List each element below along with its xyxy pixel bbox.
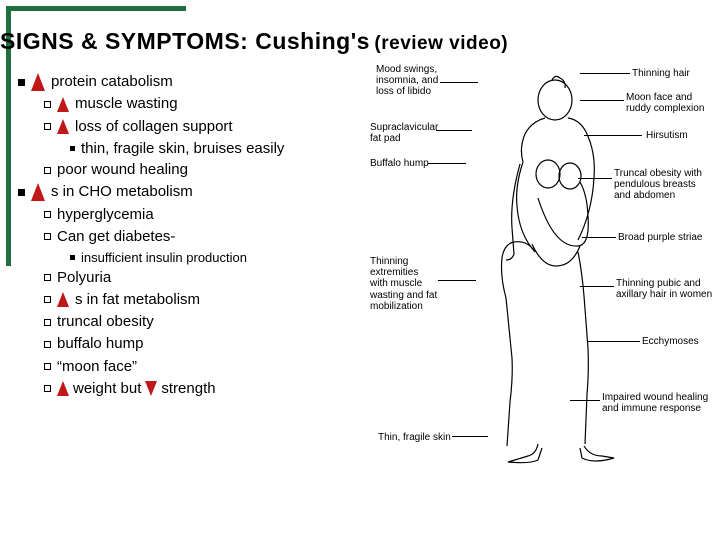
leader-line xyxy=(580,100,624,101)
arrow-up-icon xyxy=(57,381,69,396)
diagram-label: Moon face and ruddy complexion xyxy=(626,92,704,114)
diagram-label: Thinning pubic and axillary hair in wome… xyxy=(616,278,712,300)
diagram-label: Thinning hair xyxy=(632,68,690,79)
list-item: s in CHO metabolism xyxy=(12,182,352,202)
body-diagram: Mood swings, insomnia, and loss of libid… xyxy=(370,60,710,500)
list-item: buffalo hump xyxy=(12,334,352,354)
diagram-label: Supraclavicular fat pad xyxy=(370,122,438,144)
diagram-label: Thin, fragile skin xyxy=(378,432,451,443)
list-item: Can get diabetes- xyxy=(12,227,352,247)
list-item: poor wound healing xyxy=(12,160,352,180)
bullet-square-icon xyxy=(18,189,25,196)
list-item: loss of collagen support xyxy=(12,117,352,137)
arrow-up-icon xyxy=(31,183,45,201)
title-main: SIGNS & SYMPTOMS: Cushing's xyxy=(0,28,370,54)
bullet-list: protein catabolism muscle wasting loss o… xyxy=(12,72,352,401)
item-text: thin, fragile skin, bruises easily xyxy=(81,139,284,159)
leader-line xyxy=(582,237,616,238)
list-item: insufficient insulin production xyxy=(12,249,352,267)
item-text: buffalo hump xyxy=(57,334,143,354)
list-item: hyperglycemia xyxy=(12,205,352,225)
bullet-outline-icon xyxy=(44,296,51,303)
item-text: muscle wasting xyxy=(75,94,178,114)
accent-bar xyxy=(6,6,186,11)
diagram-label: Broad purple striae xyxy=(618,232,703,243)
item-text: s in CHO metabolism xyxy=(51,182,193,202)
leader-line xyxy=(438,280,476,281)
leader-line xyxy=(570,400,600,401)
arrow-up-icon xyxy=(57,292,69,307)
bullet-outline-icon xyxy=(44,123,51,130)
diagram-label: Ecchymoses xyxy=(642,336,699,347)
arrow-up-icon xyxy=(57,97,69,112)
item-text: “moon face” xyxy=(57,357,137,377)
bullet-outline-icon xyxy=(44,363,51,370)
list-item: Polyuria xyxy=(12,268,352,288)
inline-group: weight but strength xyxy=(57,379,216,399)
leader-line xyxy=(580,73,630,74)
bullet-outline-icon xyxy=(44,274,51,281)
bullet-outline-icon xyxy=(44,385,51,392)
item-text: hyperglycemia xyxy=(57,205,154,225)
item-text: s in fat metabolism xyxy=(75,290,200,310)
diagram-label: Buffalo hump xyxy=(370,158,429,169)
bullet-outline-icon xyxy=(44,319,51,326)
list-item: protein catabolism xyxy=(12,72,352,92)
diagram-label: Hirsutism xyxy=(646,130,688,141)
bullet-outline-icon xyxy=(44,101,51,108)
leader-line xyxy=(588,341,640,342)
bullet-outline-icon xyxy=(44,167,51,174)
item-text: Polyuria xyxy=(57,268,111,288)
item-text: Can get diabetes- xyxy=(57,227,175,247)
leader-line xyxy=(452,436,488,437)
bullet-square-small-icon xyxy=(70,255,75,260)
diagram-label: Mood swings, insomnia, and loss of libid… xyxy=(376,64,438,98)
arrow-up-icon xyxy=(57,119,69,134)
item-text: loss of collagen support xyxy=(75,117,233,137)
list-item: “moon face” xyxy=(12,357,352,377)
arrow-up-icon xyxy=(31,73,45,91)
item-text: poor wound healing xyxy=(57,160,188,180)
list-item: thin, fragile skin, bruises easily xyxy=(12,139,352,159)
diagram-label: Thinning extremities with muscle wasting… xyxy=(370,256,437,312)
bullet-square-icon xyxy=(18,79,25,86)
leader-line xyxy=(436,130,472,131)
title-sub: (review video) xyxy=(374,33,508,54)
item-text: insufficient insulin production xyxy=(81,249,247,267)
list-item: muscle wasting xyxy=(12,94,352,114)
diagram-label: Impaired wound healing and immune respon… xyxy=(602,392,708,414)
item-text: truncal obesity xyxy=(57,312,154,332)
leader-line xyxy=(440,82,478,83)
item-text: weight but xyxy=(73,379,141,399)
bullet-square-small-icon xyxy=(70,146,75,151)
leader-line xyxy=(580,286,614,287)
list-item: weight but strength xyxy=(12,379,352,399)
bullet-outline-icon xyxy=(44,233,51,240)
item-text: strength xyxy=(161,379,215,399)
bullet-outline-icon xyxy=(44,341,51,348)
diagram-label: Truncal obesity with pendulous breasts a… xyxy=(614,168,702,202)
slide-title: SIGNS & SYMPTOMS: Cushing's (review vide… xyxy=(0,28,720,55)
bullet-outline-icon xyxy=(44,211,51,218)
list-item: truncal obesity xyxy=(12,312,352,332)
item-text: protein catabolism xyxy=(51,72,173,92)
list-item: s in fat metabolism xyxy=(12,290,352,310)
leader-line xyxy=(428,163,466,164)
arrow-down-icon xyxy=(145,381,157,396)
leader-line xyxy=(584,135,642,136)
leader-line xyxy=(578,178,612,179)
